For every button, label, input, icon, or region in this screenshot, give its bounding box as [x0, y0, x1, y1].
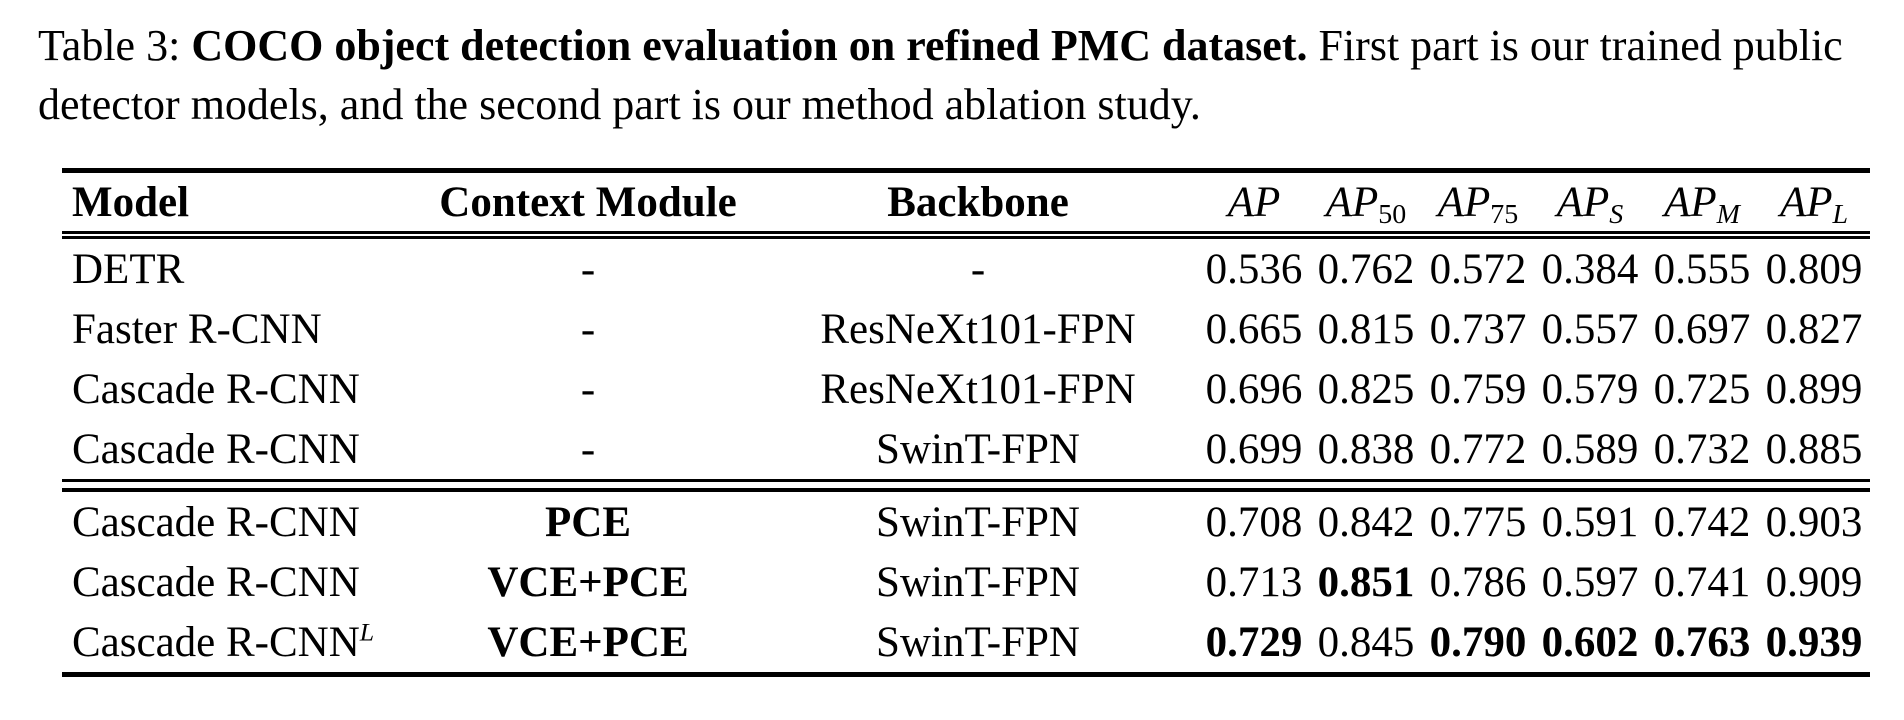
- table-row-detr: DETR - - 0.536 0.762 0.572 0.384 0.555 0…: [62, 239, 1870, 299]
- cell-model: DETR: [72, 245, 185, 293]
- cell-backbone: -: [970, 245, 986, 293]
- cell-context-module: PCE: [545, 498, 631, 546]
- cell-ap: 0.536: [1205, 245, 1303, 293]
- cell-ap50: 0.845: [1317, 618, 1415, 666]
- col-header-ap50: AP50: [1310, 173, 1422, 239]
- cell-apl: 0.809: [1765, 245, 1863, 293]
- cell-aps: 0.589: [1541, 425, 1639, 473]
- cell-ap75: 0.572: [1429, 245, 1527, 293]
- cell-aps: 0.557: [1541, 305, 1639, 353]
- col-header-ap: AP: [1198, 173, 1310, 239]
- cell-aps: 0.591: [1541, 498, 1639, 546]
- cell-ap75: 0.790: [1429, 618, 1527, 666]
- cell-apm: 0.555: [1653, 245, 1751, 293]
- page: Table 3: COCO object detection evaluatio…: [0, 16, 1904, 677]
- table-row-cascade-rcnn-resnext: Cascade R-CNN - ResNeXt101-FPN 0.696 0.8…: [62, 359, 1870, 419]
- cell-aps: 0.579: [1541, 365, 1639, 413]
- cell-model: Cascade R-CNN: [72, 558, 360, 606]
- cell-apm: 0.763: [1653, 618, 1751, 666]
- cell-apm: 0.741: [1653, 558, 1751, 606]
- cell-context-module: -: [580, 245, 596, 293]
- col-header-model: Model: [62, 173, 418, 239]
- cell-ap: 0.729: [1205, 618, 1303, 666]
- cell-apm: 0.742: [1653, 498, 1751, 546]
- cell-ap50: 0.762: [1317, 245, 1415, 293]
- model-superscript: L: [359, 617, 375, 647]
- cell-apl: 0.885: [1765, 425, 1863, 473]
- section-divider: [62, 479, 1870, 492]
- col-header-context-module: Context Module: [418, 173, 758, 239]
- col-header-ap75: AP75: [1422, 173, 1534, 239]
- section-divider-rule: [62, 479, 1870, 492]
- cell-ap75: 0.786: [1429, 558, 1527, 606]
- cell-aps: 0.384: [1541, 245, 1639, 293]
- caption-suffix: First part is our trained public detecto…: [38, 21, 1843, 129]
- cell-apm: 0.725: [1653, 365, 1751, 413]
- col-header-apm: APM: [1646, 173, 1758, 239]
- cell-backbone: SwinT-FPN: [876, 498, 1080, 546]
- cell-ap50: 0.815: [1317, 305, 1415, 353]
- cell-model: Faster R-CNN: [72, 305, 322, 353]
- cell-apm: 0.697: [1653, 305, 1751, 353]
- cell-model: Cascade R-CNN: [72, 498, 360, 546]
- table-row-cascade-rcnn-swint: Cascade R-CNN - SwinT-FPN 0.699 0.838 0.…: [62, 419, 1870, 479]
- table-row-cascade-l-vce-pce: Cascade R-CNNL VCE+PCE SwinT-FPN 0.729 0…: [62, 612, 1870, 672]
- cell-ap: 0.699: [1205, 425, 1303, 473]
- header-row: Model Context Module Backbone AP AP50 AP…: [62, 173, 1870, 239]
- cell-ap75: 0.759: [1429, 365, 1527, 413]
- model-name: Cascade R-CNN: [72, 618, 360, 666]
- cell-ap75: 0.772: [1429, 425, 1527, 473]
- table-row-cascade-vce-pce: Cascade R-CNN VCE+PCE SwinT-FPN 0.713 0.…: [62, 552, 1870, 612]
- table-caption: Table 3: COCO object detection evaluatio…: [38, 16, 1904, 134]
- cell-backbone: ResNeXt101-FPN: [820, 305, 1136, 353]
- cell-backbone: ResNeXt101-FPN: [820, 365, 1136, 413]
- cell-model: Cascade R-CNN: [72, 425, 360, 473]
- cell-ap50: 0.851: [1317, 558, 1415, 606]
- results-table: Model Context Module Backbone AP AP50 AP…: [62, 168, 1870, 677]
- cell-apl: 0.827: [1765, 305, 1863, 353]
- cell-apl: 0.903: [1765, 498, 1863, 546]
- cell-ap50: 0.838: [1317, 425, 1415, 473]
- cell-apl: 0.899: [1765, 365, 1863, 413]
- cell-backbone: SwinT-FPN: [876, 618, 1080, 666]
- cell-model: Cascade R-CNNL: [62, 612, 418, 672]
- cell-apl: 0.909: [1765, 558, 1863, 606]
- cell-apl: 0.939: [1765, 618, 1863, 666]
- cell-context-module: -: [580, 365, 596, 413]
- table-row-faster-rcnn: Faster R-CNN - ResNeXt101-FPN 0.665 0.81…: [62, 299, 1870, 359]
- cell-ap50: 0.825: [1317, 365, 1415, 413]
- cell-backbone: SwinT-FPN: [876, 558, 1080, 606]
- col-header-aps: APS: [1534, 173, 1646, 239]
- cell-ap: 0.696: [1205, 365, 1303, 413]
- cell-ap: 0.665: [1205, 305, 1303, 353]
- cell-ap75: 0.737: [1429, 305, 1527, 353]
- cell-context-module: VCE+PCE: [487, 618, 689, 666]
- col-header-apl: APL: [1758, 173, 1870, 239]
- caption-title: COCO object detection evaluation on refi…: [191, 21, 1308, 70]
- cell-context-module: -: [580, 305, 596, 353]
- cell-backbone: SwinT-FPN: [876, 425, 1080, 473]
- cell-ap: 0.713: [1205, 558, 1303, 606]
- cell-aps: 0.602: [1541, 618, 1639, 666]
- cell-ap50: 0.842: [1317, 498, 1415, 546]
- cell-aps: 0.597: [1541, 558, 1639, 606]
- cell-context-module: -: [580, 425, 596, 473]
- cell-ap75: 0.775: [1429, 498, 1527, 546]
- table-row-cascade-pce: Cascade R-CNN PCE SwinT-FPN 0.708 0.842 …: [62, 492, 1870, 552]
- cell-context-module: VCE+PCE: [487, 558, 689, 606]
- cell-apm: 0.732: [1653, 425, 1751, 473]
- cell-ap: 0.708: [1205, 498, 1303, 546]
- caption-prefix: Table 3:: [38, 21, 192, 70]
- col-header-backbone: Backbone: [758, 173, 1198, 239]
- cell-model: Cascade R-CNN: [72, 365, 360, 413]
